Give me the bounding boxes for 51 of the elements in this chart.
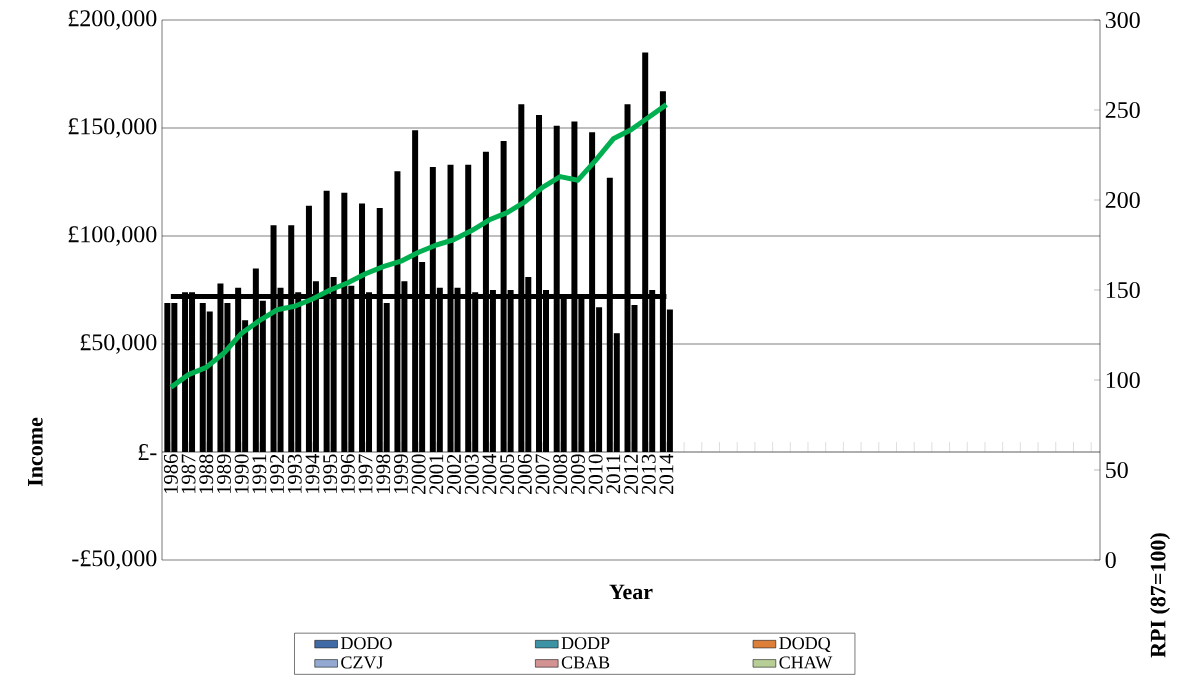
x-tick-label: 1986 <box>163 454 178 494</box>
x-tick-label: 1992 <box>270 454 284 494</box>
x-tick-label: 1995 <box>323 454 338 494</box>
x-tick-label: 2007 <box>535 454 550 495</box>
x-tick-label: 2013 <box>641 454 656 495</box>
x-tick-label: 2014 <box>659 453 674 495</box>
legend-label: DODQ <box>779 637 831 653</box>
x-tick-label: 2002 <box>447 454 461 495</box>
y2-tick-label: 0 <box>1105 551 1116 569</box>
legend-label: CZVJ <box>341 656 384 669</box>
x-tick-label: 2012 <box>624 454 638 495</box>
x-tick-label: 2000 <box>411 454 426 495</box>
y2-tick-label: 50 <box>1106 461 1128 479</box>
y-tick-label: £100,000 <box>68 226 157 246</box>
y-tick-label: £150,000 <box>68 118 157 138</box>
x-tick-label: 1997 <box>358 454 373 494</box>
x-tick-label: 1994 <box>305 453 320 494</box>
x-tick-label: 1989 <box>216 454 231 494</box>
x-tick-label: 1999 <box>393 454 408 494</box>
x-tick-label: 2011 <box>606 454 621 494</box>
y-tick-label: £- <box>138 444 157 460</box>
x-tick-label: 2008 <box>553 454 568 495</box>
x-tick-label: 1988 <box>199 454 214 494</box>
y-tick-label: -£50,000 <box>72 550 157 570</box>
legend-label: DODO <box>340 637 392 650</box>
x-tick-label: 1998 <box>376 454 391 494</box>
y2-tick-label: 250 <box>1105 101 1140 119</box>
x-tick-label: 1993 <box>287 454 302 494</box>
y2-tick-label: 200 <box>1105 191 1140 209</box>
y-axis-title: Income <box>28 417 43 487</box>
y2-axis-title: RPI (87=100) <box>1150 533 1171 658</box>
y2-tick-label: 300 <box>1105 11 1140 29</box>
x-tick-label: 2004 <box>482 453 497 495</box>
x-tick-label: 2010 <box>588 454 603 495</box>
y-tick-label: £50,000 <box>80 334 157 354</box>
x-tick-label: 1996 <box>340 454 355 494</box>
legend-label: CBAB <box>561 656 610 669</box>
x-tick-label: 2003 <box>464 454 479 495</box>
x-tick-label: 1987 <box>181 454 196 494</box>
x-tick-label: 2001 <box>429 454 444 495</box>
y2-tick-label: 150 <box>1106 281 1140 299</box>
y2-tick-label: 100 <box>1106 371 1140 389</box>
x-tick-label: 1991 <box>252 454 267 494</box>
x-tick-label: 2009 <box>570 454 585 495</box>
y-tick-label: £200,000 <box>68 10 157 30</box>
x-axis-title: Year <box>609 584 653 600</box>
legend-label: DODP <box>561 637 610 650</box>
legend-label: CHAW <box>779 656 833 669</box>
x-tick-label: 2006 <box>517 454 532 495</box>
x-tick-label: 2005 <box>500 454 515 495</box>
x-tick-label: 1990 <box>234 454 249 494</box>
